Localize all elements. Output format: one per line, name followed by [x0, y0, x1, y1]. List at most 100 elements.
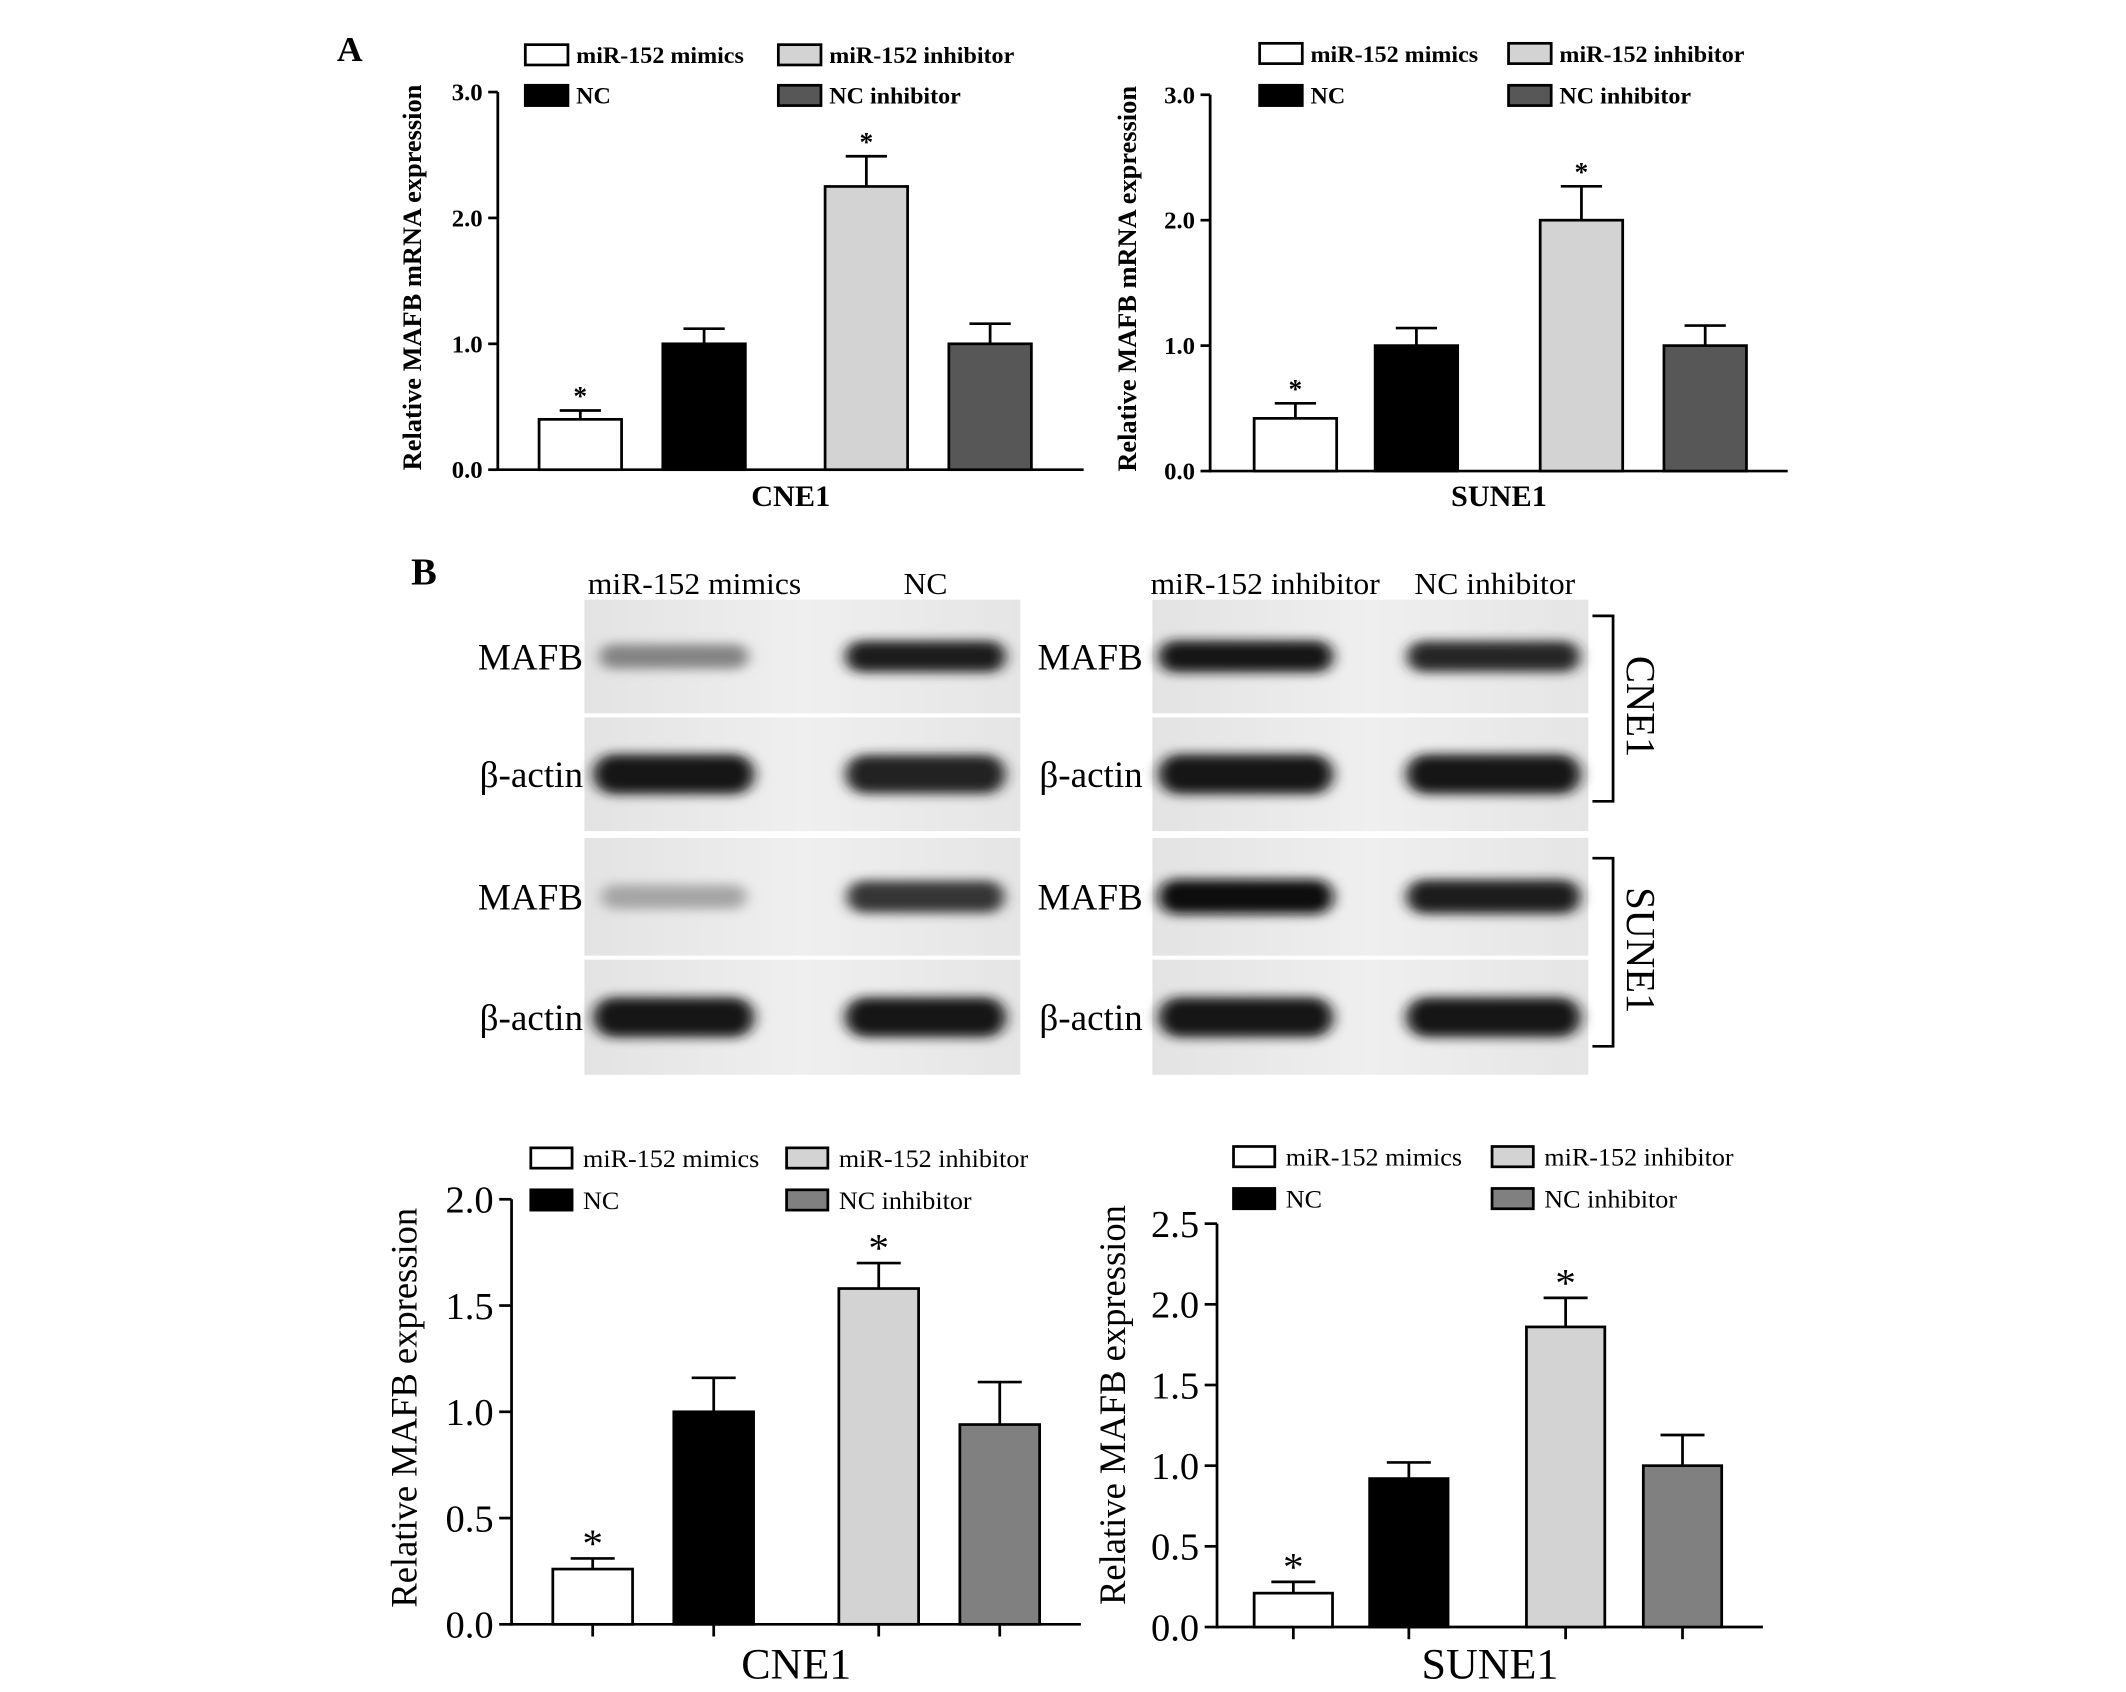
legend-swatch-nc [529, 1188, 574, 1212]
legend-swatch-nc-inhibitor [1490, 1187, 1535, 1211]
significance-asterisk: * [573, 381, 587, 411]
legend-label: miR-152 mimics [1311, 42, 1479, 68]
blot-band-actin [593, 754, 755, 795]
bar-mir-152-mimics [1252, 1591, 1334, 1629]
y-tick-label: 1.0 [452, 332, 483, 359]
y-tick-label: 2.0 [1164, 208, 1195, 235]
bar-nc [661, 342, 747, 472]
blot-band-actin [1158, 754, 1334, 795]
western-blot: miR-152 mimics NC miR-152 inhibitor NC inhi… [478, 566, 1663, 1075]
y-tick-label: 3.0 [452, 80, 483, 107]
blot-row-label: MAFB [1038, 637, 1143, 678]
significance-asterisk: * [1575, 157, 1589, 187]
y-axis-label: Relative MAFB mRNA expression [1112, 86, 1142, 472]
chart-sune1-protein: 0.0 0.5 1.0 1.5 2.0 2.5 * * miR-152 mimics NC miR-… [1092, 1143, 1763, 1688]
legend-label: miR-152 mimics [576, 43, 744, 69]
blot-band-mafb [1158, 879, 1334, 915]
y-tick-label: 0.5 [446, 1499, 494, 1541]
legend-swatch-mir-152-mimics [523, 43, 570, 67]
y-axis-label: Relative MAFB expression [1092, 1205, 1133, 1605]
bar-nc-inhibitor [947, 342, 1033, 472]
blot-column-header-mir-152-inhibitor: miR-152 inhibitor [1151, 566, 1381, 601]
legend-label: NC [576, 84, 611, 110]
legend-label: miR-152 mimics [1286, 1143, 1462, 1172]
y-tick-label: 0.5 [1151, 1527, 1199, 1569]
y-tick-label: 2.0 [446, 1180, 494, 1222]
blot-column-header-nc: NC [904, 566, 948, 601]
blot-band-mafb [599, 644, 749, 669]
legend-label: NC inhibitor [839, 1186, 972, 1215]
blot-row-label: MAFB [1038, 877, 1143, 918]
x-axis-label: CNE1 [751, 480, 830, 513]
blot-band-actin [844, 997, 1007, 1038]
cell-line-bracket [1592, 856, 1615, 1048]
blot-group-cne1: MAFB MAFB β-actin β-actin CNE1 [478, 599, 1663, 832]
bar-nc-inhibitor [1662, 344, 1748, 473]
blot-row-label: β-actin [1039, 997, 1142, 1038]
legend-label: NC inhibitor [829, 84, 961, 110]
legend-swatch-mir-152-mimics [1232, 1145, 1277, 1169]
blot-group-sune1: MAFB MAFB β-actin β-actin SUNE1 [478, 837, 1663, 1075]
blot-band-actin [1158, 997, 1334, 1038]
blot-row-label: β-actin [480, 754, 583, 795]
legend-swatch-mir-152-inhibitor [776, 43, 823, 67]
chart-cne1-mrna: 0.0 1.0 2.0 3.0 * * miR-152 mimics NC miR-152 in… [397, 43, 1084, 513]
legend-swatch-nc [1232, 1187, 1277, 1211]
legend-label: NC [583, 1186, 619, 1215]
legend-label: miR-152 mimics [583, 1144, 759, 1173]
blot-row-label: MAFB [478, 877, 583, 918]
blot-band-mafb [601, 884, 747, 909]
y-tick-label: 3.0 [1164, 82, 1195, 109]
cell-line-label: SUNE1 [1618, 887, 1663, 1013]
y-tick-label: 0.0 [452, 457, 483, 484]
bar-mir-152-mimics [537, 417, 623, 472]
blot-band-actin [1406, 754, 1581, 795]
blot-band-mafb [846, 880, 1005, 913]
bar-nc-inhibitor [958, 1423, 1041, 1626]
panel-label-a: A [337, 29, 363, 69]
bar-mir-152-inhibitor [1525, 1325, 1607, 1629]
significance-asterisk: * [1289, 374, 1303, 404]
cell-line-label: CNE1 [1618, 656, 1663, 758]
bar-nc [672, 1410, 755, 1626]
y-tick-label: 1.0 [1151, 1446, 1199, 1488]
legend-label: NC inhibitor [1544, 1185, 1677, 1214]
chart-sune1-mrna: 0.0 1.0 2.0 3.0 * * miR-152 mimics NC miR-152 in… [1112, 42, 1788, 513]
y-tick-label: 1.0 [446, 1392, 494, 1434]
legend-label: NC inhibitor [1559, 84, 1691, 110]
y-tick-label: 0.0 [1164, 459, 1195, 486]
blot-row-label: β-actin [1039, 754, 1142, 795]
x-axis-label: CNE1 [741, 1641, 851, 1689]
bar-nc [1373, 344, 1460, 473]
legend-label: miR-152 inhibitor [1559, 42, 1744, 68]
blot-band-actin [845, 754, 1006, 794]
y-tick-label: 2.5 [1151, 1204, 1199, 1246]
x-axis-label: SUNE1 [1451, 480, 1547, 513]
blot-band-actin [1406, 997, 1581, 1038]
significance-asterisk: * [1555, 1261, 1576, 1306]
y-axis-label: Relative MAFB mRNA expression [397, 84, 427, 470]
legend-swatch-mir-152-inhibitor [1507, 41, 1553, 65]
blot-band-mafb [1406, 879, 1581, 914]
legend-swatch-nc-inhibitor [1507, 83, 1553, 107]
y-axis-label: Relative MAFB expression [383, 1208, 424, 1608]
significance-asterisk: * [582, 1521, 603, 1566]
legend-label: miR-152 inhibitor [839, 1144, 1029, 1173]
blot-row-label: β-actin [480, 997, 583, 1038]
blot-band-mafb [1158, 640, 1334, 673]
bar-mir-152-inhibitor [1538, 218, 1625, 473]
blot-column-header-mir-152-mimics: miR-152 mimics [588, 566, 801, 601]
bar-mir-152-mimics [1252, 417, 1339, 473]
legend-swatch-mir-152-mimics [1258, 41, 1304, 65]
y-tick-label: 0.0 [446, 1605, 494, 1647]
legend-label: NC [1311, 84, 1346, 110]
blot-column-header-nc-inhibitor: NC inhibitor [1414, 566, 1575, 601]
y-tick-label: 1.0 [1164, 333, 1195, 360]
blot-band-actin [593, 997, 755, 1038]
significance-asterisk: * [1283, 1545, 1304, 1590]
y-tick-label: 1.5 [1151, 1366, 1199, 1408]
y-tick-label: 2.0 [452, 206, 483, 233]
bar-charts: 0.0 1.0 2.0 3.0 * * miR-152 mimics NC miR-152 in… [383, 42, 1788, 1689]
